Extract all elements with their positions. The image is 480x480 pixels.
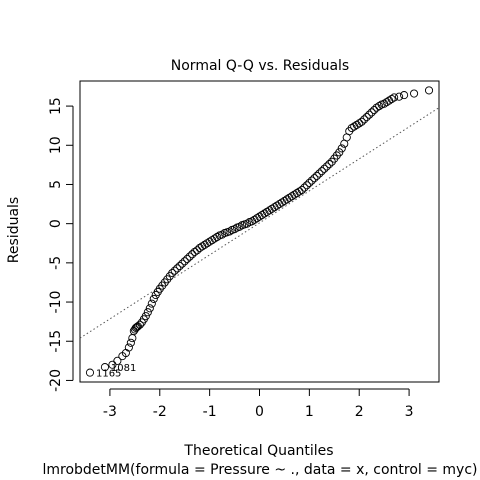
data-point (225, 227, 234, 236)
y-tick-label: -15 (48, 330, 64, 353)
x-tick-label: 3 (405, 404, 414, 420)
data-point (218, 230, 227, 239)
plot-frame (79, 80, 440, 383)
data-point (300, 183, 309, 192)
x-tick-label: 1 (305, 404, 314, 420)
data-point (190, 247, 199, 256)
data-point (355, 119, 364, 128)
data-point (305, 178, 314, 187)
data-point (387, 94, 396, 104)
data-point (213, 232, 222, 242)
data-point (360, 115, 369, 124)
data-point (362, 113, 371, 122)
data-points (85, 86, 434, 377)
data-point (180, 257, 189, 266)
data-point (128, 334, 137, 343)
data-point (307, 176, 316, 185)
y-tick-label: -5 (48, 256, 64, 270)
data-point (335, 148, 344, 157)
data-point (242, 219, 252, 228)
y-axis: -20 -15 -10 -5 0 5 10 15 (48, 97, 74, 392)
data-point (370, 105, 379, 115)
y-tick-label: 0 (48, 219, 64, 228)
data-point (390, 93, 399, 102)
data-point (126, 338, 135, 347)
chart-title: Normal Q-Q vs. Residuals (171, 58, 349, 74)
data-point (235, 222, 244, 231)
chart-subtitle: lmrobdetMM(formula = Pressure ~ ., data … (42, 462, 477, 478)
x-tick-label: -2 (153, 404, 167, 420)
x-axis-title: Theoretical Quantiles (183, 443, 333, 459)
y-axis-title: Residuals (6, 197, 22, 263)
data-point (297, 185, 306, 195)
data-point (168, 268, 177, 278)
x-tick-label: 2 (355, 404, 364, 420)
data-point (188, 250, 197, 259)
data-point (317, 167, 326, 176)
data-point (178, 259, 187, 268)
x-tick-label: 0 (255, 404, 264, 420)
data-point (424, 86, 434, 95)
data-point (143, 308, 152, 317)
data-point (337, 144, 346, 153)
reference-line (79, 107, 440, 339)
y-tick-label: -10 (48, 291, 64, 314)
point-label: 1165 (96, 369, 121, 380)
data-point (193, 246, 202, 255)
x-tick-label: -3 (103, 404, 117, 420)
data-point (141, 312, 150, 321)
data-point (124, 343, 133, 352)
data-point (357, 117, 366, 126)
data-point (230, 225, 239, 234)
data-point (100, 363, 109, 372)
y-tick-label: 10 (48, 136, 64, 154)
data-point (108, 360, 117, 369)
data-point (375, 102, 384, 111)
data-point (312, 171, 321, 180)
data-point (85, 368, 95, 377)
data-point (149, 294, 158, 303)
data-point (135, 320, 144, 329)
data-point (365, 110, 374, 119)
data-point (147, 299, 156, 308)
data-point (295, 187, 304, 196)
y-tick-label: 5 (48, 180, 64, 189)
data-point (400, 91, 409, 100)
data-point (410, 89, 419, 98)
data-point (302, 181, 311, 190)
point-label: 1081 (111, 363, 136, 374)
y-tick-label: 15 (48, 97, 64, 115)
qq-reference-line (79, 107, 440, 339)
data-point (367, 108, 376, 117)
x-axis: -3 -2 -1 0 1 2 3 (103, 388, 414, 420)
data-point (320, 164, 329, 173)
data-point (315, 169, 324, 178)
data-point (183, 254, 192, 263)
data-point (173, 264, 182, 273)
data-point (170, 266, 179, 275)
y-tick-label: -20 (48, 369, 64, 392)
data-point (325, 160, 334, 169)
data-point (145, 304, 154, 313)
data-point (113, 356, 122, 365)
data-point (185, 252, 194, 261)
data-point (132, 323, 141, 332)
data-point (310, 174, 319, 183)
data-point (322, 162, 331, 171)
data-point (395, 92, 404, 101)
x-tick-label: -1 (203, 404, 217, 420)
data-point (175, 261, 184, 271)
